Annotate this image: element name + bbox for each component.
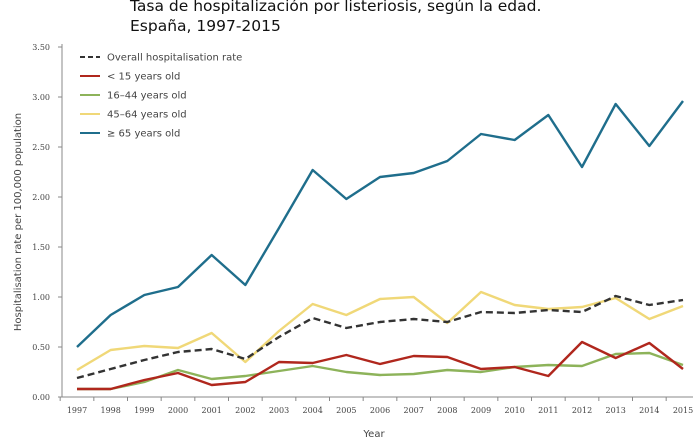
y-tick-label: 2.00 xyxy=(32,193,50,202)
legend-item: Overall hospitalisation rate xyxy=(80,53,242,64)
x-tick-label: 2008 xyxy=(437,406,457,415)
y-tick-label: 1.50 xyxy=(32,243,50,252)
x-axis-label: Year xyxy=(362,429,385,440)
x-tick-label: 2002 xyxy=(235,406,255,415)
x-tick-label: 2010 xyxy=(504,406,524,415)
x-tick-label: 1997 xyxy=(67,406,87,415)
legend-label: Overall hospitalisation rate xyxy=(107,53,242,64)
x-tick-label: 2007 xyxy=(403,406,423,415)
y-tick-label: 3.50 xyxy=(32,43,50,52)
x-tick-label: 2004 xyxy=(302,406,322,415)
legend-label: < 15 years old xyxy=(107,72,180,83)
series-line-2 xyxy=(77,351,684,391)
title-line-1: Tasa de hospitalización por listeriosis,… xyxy=(130,0,542,15)
x-tick-label: 2001 xyxy=(201,406,221,415)
series-line-1 xyxy=(77,340,684,391)
legend-item: < 15 years old xyxy=(80,72,180,83)
x-tick-label: 2013 xyxy=(605,406,625,415)
x-tick-label: 2009 xyxy=(471,406,491,415)
y-axis-label: Hospitalisation rate per 100,000 populat… xyxy=(13,113,24,331)
series-line-0 xyxy=(76,294,684,380)
legend-item: 45–64 years old xyxy=(80,110,187,121)
y-tick-label: 3.00 xyxy=(32,93,50,102)
legend-label: 45–64 years old xyxy=(107,110,187,121)
legend-item: ≥ 65 years old xyxy=(80,129,180,140)
legend-item: 16–44 years old xyxy=(80,91,187,102)
legend-label: 16–44 years old xyxy=(107,91,187,102)
x-tick-label: 2003 xyxy=(269,406,289,415)
chart-title: Tasa de hospitalización por listeriosis,… xyxy=(130,0,541,36)
y-tick-label: 0.00 xyxy=(32,393,50,402)
x-tick-label: 1999 xyxy=(134,406,154,415)
x-tick-label: 2014 xyxy=(639,406,659,415)
x-tick-label: 2000 xyxy=(168,406,188,415)
title-line-2: España, 1997-2015 xyxy=(130,17,281,35)
x-tick-label: 2006 xyxy=(370,406,390,415)
y-tick-label: 0.50 xyxy=(32,343,50,352)
x-tick-label: 2011 xyxy=(538,406,558,415)
series-line-3 xyxy=(76,290,684,372)
x-tick-label: 2015 xyxy=(673,406,693,415)
x-tick-label: 2005 xyxy=(336,406,356,415)
y-tick-label: 2.50 xyxy=(32,143,50,152)
legend-label: ≥ 65 years old xyxy=(107,129,180,140)
x-tick-label: 1998 xyxy=(100,406,120,415)
x-tick-label: 2012 xyxy=(572,406,592,415)
y-tick-label: 1.00 xyxy=(32,293,50,302)
